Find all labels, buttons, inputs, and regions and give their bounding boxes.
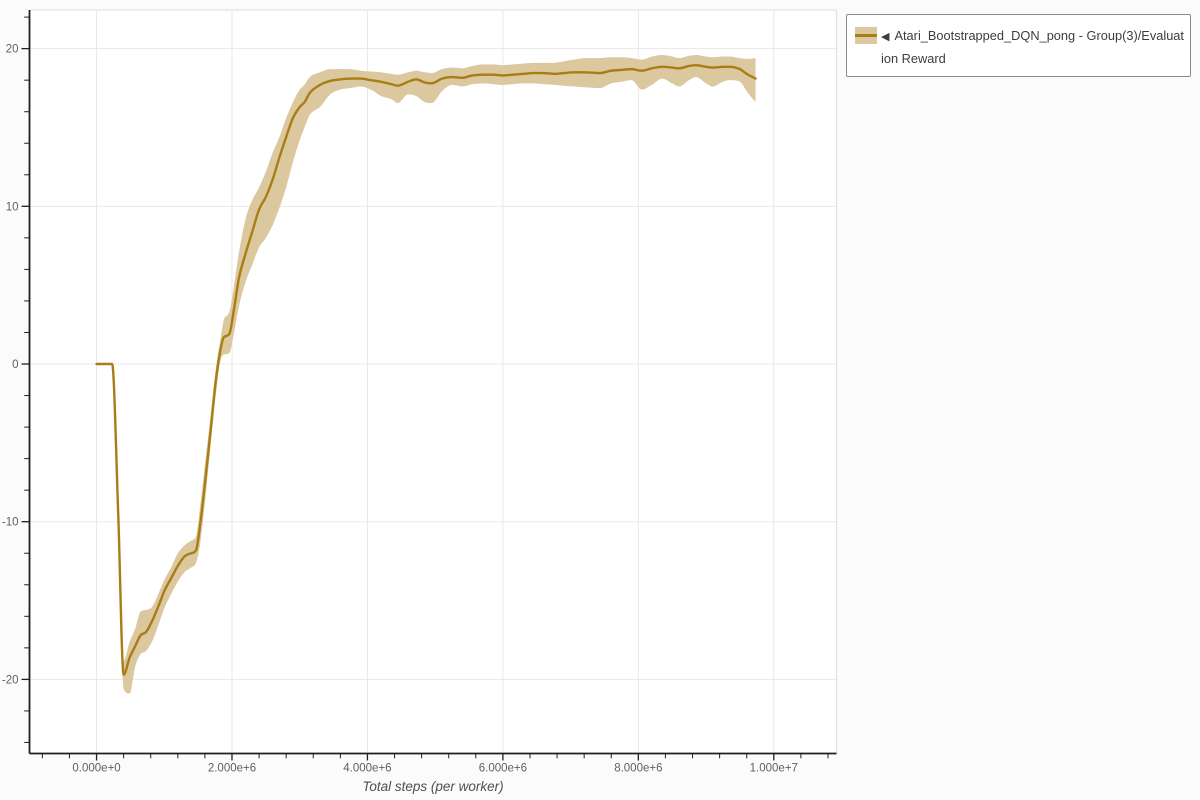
x-tick-label: 6.000e+6 — [479, 763, 527, 775]
confidence-band — [96, 54, 756, 694]
x-axis-title: Total steps (per worker) — [362, 779, 503, 794]
y-tick-label: -10 — [2, 517, 19, 529]
legend-swatch-line — [855, 34, 877, 37]
legend: ◀ Atari_Bootstrapped_DQN_pong - Group(3)/… — [846, 14, 1191, 77]
y-tick-label: 20 — [6, 44, 19, 56]
x-tick-label: 2.000e+6 — [208, 763, 256, 775]
y-tick-label: 10 — [6, 201, 19, 213]
y-tick-label: -20 — [2, 674, 19, 686]
x-tick-label: 8.000e+6 — [614, 763, 662, 775]
legend-label-text: Atari_Bootstrapped_DQN_pong - Group(3)/E… — [881, 28, 1184, 66]
reward-line — [95, 63, 757, 676]
plot-area[interactable] — [29, 10, 837, 754]
y-tick-label: 0 — [12, 359, 18, 371]
legend-item[interactable]: ◀ Atari_Bootstrapped_DQN_pong - Group(3)/… — [847, 15, 1190, 79]
legend-label: ◀ Atari_Bootstrapped_DQN_pong - Group(3)/… — [881, 25, 1184, 69]
x-tick-label: 0.000e+0 — [72, 763, 120, 775]
legend-swatch-icon — [855, 27, 877, 44]
legend-collapse-icon: ◀ — [881, 31, 890, 43]
x-tick-label: 1.000e+7 — [750, 763, 798, 775]
x-tick-label: 4.000e+6 — [343, 763, 391, 775]
